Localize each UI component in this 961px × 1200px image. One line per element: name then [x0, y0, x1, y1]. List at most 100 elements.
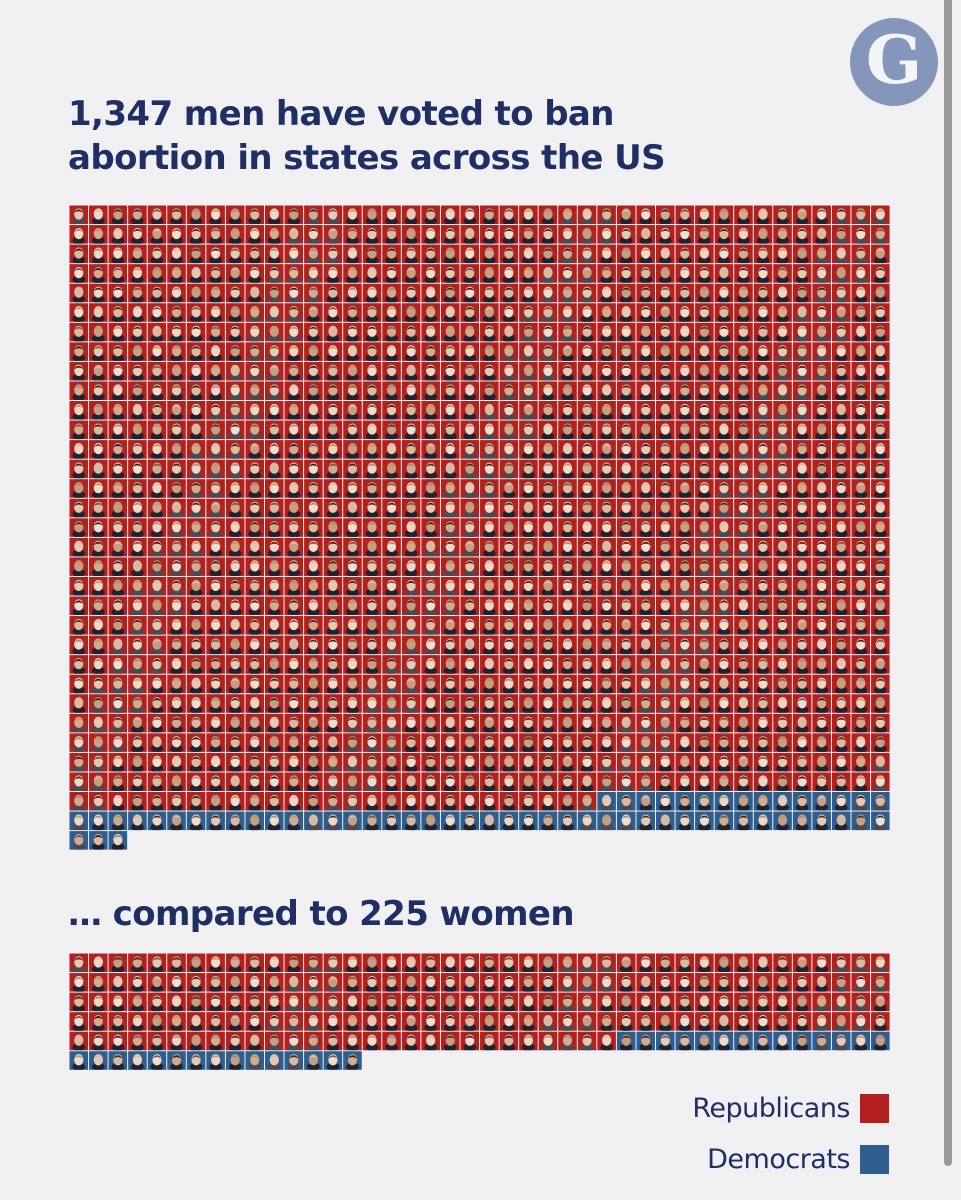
republican-cell — [421, 596, 440, 616]
republican-cell — [499, 381, 519, 400]
republican-cell — [69, 733, 89, 752]
republican-cell — [519, 752, 538, 772]
republican-cell — [753, 973, 773, 992]
republican-cell — [440, 322, 460, 342]
republican-cell — [714, 953, 734, 973]
republican-cell — [538, 498, 558, 518]
republican-cell — [206, 244, 225, 264]
republican-cell — [362, 655, 382, 674]
democrat-cell — [812, 811, 831, 831]
republican-cell — [499, 498, 519, 518]
republican-cell — [362, 596, 382, 616]
republican-cell — [245, 655, 264, 674]
democrat-cell — [245, 811, 264, 831]
republican-cell — [636, 498, 655, 518]
democrat-cell — [245, 1051, 264, 1070]
republican-cell — [362, 973, 382, 992]
republican-cell — [147, 694, 167, 713]
republican-cell — [69, 1031, 89, 1051]
republican-cell — [577, 420, 597, 440]
republican-cell — [812, 381, 831, 400]
republican-cell — [382, 459, 401, 479]
republican-cell — [480, 1012, 499, 1031]
republican-cell — [304, 557, 323, 576]
democrat-cell — [89, 831, 108, 850]
republican-cell — [656, 537, 675, 557]
republican-cell — [616, 537, 636, 557]
republican-cell — [577, 973, 597, 992]
republican-cell — [558, 674, 577, 694]
republican-cell — [675, 303, 695, 322]
democrat-cell — [128, 1051, 147, 1070]
republican-cell — [773, 420, 792, 440]
republican-cell — [538, 752, 558, 772]
republican-cell — [343, 576, 362, 596]
republican-cell — [499, 973, 519, 992]
republican-cell — [460, 244, 480, 264]
democrat-cell — [792, 792, 812, 811]
democrat-cell — [734, 811, 753, 831]
republican-cell — [167, 1012, 186, 1031]
republican-cell — [382, 342, 401, 361]
republican-cell — [812, 459, 831, 479]
republican-cell — [245, 953, 264, 973]
republican-cell — [597, 694, 616, 713]
republican-cell — [636, 459, 655, 479]
republican-cell — [851, 635, 871, 655]
republican-cell — [147, 635, 167, 655]
republican-cell — [382, 498, 401, 518]
republican-cell — [577, 205, 597, 225]
republican-cell — [206, 674, 225, 694]
republican-cell — [69, 992, 89, 1012]
republican-cell — [323, 596, 343, 616]
republican-cell — [616, 752, 636, 772]
republican-cell — [460, 694, 480, 713]
republican-cell — [695, 459, 714, 479]
republican-cell — [656, 1012, 675, 1031]
democrat-cell — [656, 1031, 675, 1051]
republican-cell — [616, 713, 636, 733]
republican-cell — [675, 264, 695, 283]
republican-cell — [812, 479, 831, 498]
republican-cell — [851, 381, 871, 400]
headline-men-rest: have voted to ban abortion in states acr… — [68, 94, 666, 223]
republican-cell — [656, 342, 675, 361]
republican-cell — [69, 1012, 89, 1031]
republican-cell — [323, 518, 343, 537]
republican-cell — [753, 557, 773, 576]
republican-cell — [108, 440, 128, 459]
republican-cell — [382, 537, 401, 557]
republican-cell — [304, 283, 323, 303]
republican-cell — [753, 361, 773, 381]
republican-cell — [265, 322, 284, 342]
republican-cell — [577, 733, 597, 752]
republican-cell — [265, 713, 284, 733]
republican-cell — [675, 342, 695, 361]
republican-cell — [186, 264, 206, 283]
republican-cell — [323, 459, 343, 479]
scrollbar[interactable] — [944, 0, 952, 1166]
democrat-cell — [69, 811, 89, 831]
republican-cell — [69, 694, 89, 713]
republican-cell — [871, 655, 890, 674]
republican-cell — [265, 420, 284, 440]
republican-cell — [382, 752, 401, 772]
republican-cell — [714, 616, 734, 635]
republican-cell — [792, 537, 812, 557]
republican-cell — [362, 322, 382, 342]
republican-cell — [225, 635, 245, 655]
republican-cell — [597, 733, 616, 752]
republican-cell — [265, 752, 284, 772]
republican-cell — [460, 792, 480, 811]
republican-cell — [421, 1012, 440, 1031]
republican-cell — [734, 283, 753, 303]
democrat-cell — [499, 811, 519, 831]
republican-cell — [597, 498, 616, 518]
republican-cell — [89, 792, 108, 811]
republican-cell — [284, 244, 304, 264]
republican-cell — [519, 283, 538, 303]
republican-cell — [851, 225, 871, 244]
republican-cell — [440, 244, 460, 264]
republican-cell — [636, 283, 655, 303]
republican-cell — [616, 264, 636, 283]
